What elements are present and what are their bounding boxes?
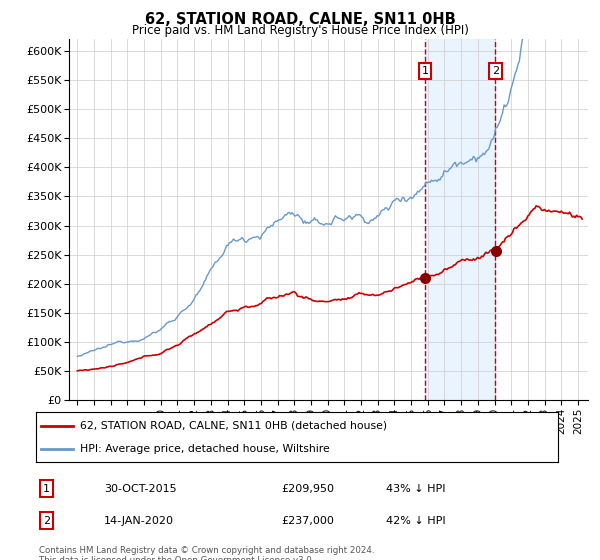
Text: 2: 2 [491, 66, 499, 76]
Text: Contains HM Land Registry data © Crown copyright and database right 2024.
This d: Contains HM Land Registry data © Crown c… [39, 546, 374, 560]
Text: Price paid vs. HM Land Registry's House Price Index (HPI): Price paid vs. HM Land Registry's House … [131, 24, 469, 37]
Text: 62, STATION ROAD, CALNE, SN11 0HB: 62, STATION ROAD, CALNE, SN11 0HB [145, 12, 455, 27]
Text: HPI: Average price, detached house, Wiltshire: HPI: Average price, detached house, Wilt… [80, 445, 330, 454]
Text: 14-JAN-2020: 14-JAN-2020 [104, 516, 174, 525]
Bar [425, 39, 495, 400]
Text: 62, STATION ROAD, CALNE, SN11 0HB (detached house): 62, STATION ROAD, CALNE, SN11 0HB (detac… [80, 421, 388, 431]
Text: 42% ↓ HPI: 42% ↓ HPI [386, 516, 445, 525]
Text: 43% ↓ HPI: 43% ↓ HPI [386, 484, 445, 494]
Text: £209,950: £209,950 [281, 484, 334, 494]
Text: 1: 1 [43, 484, 50, 494]
Text: 30-OCT-2015: 30-OCT-2015 [104, 484, 176, 494]
Text: 1: 1 [421, 66, 428, 76]
Text: £237,000: £237,000 [281, 516, 334, 525]
Text: 2: 2 [43, 516, 50, 525]
